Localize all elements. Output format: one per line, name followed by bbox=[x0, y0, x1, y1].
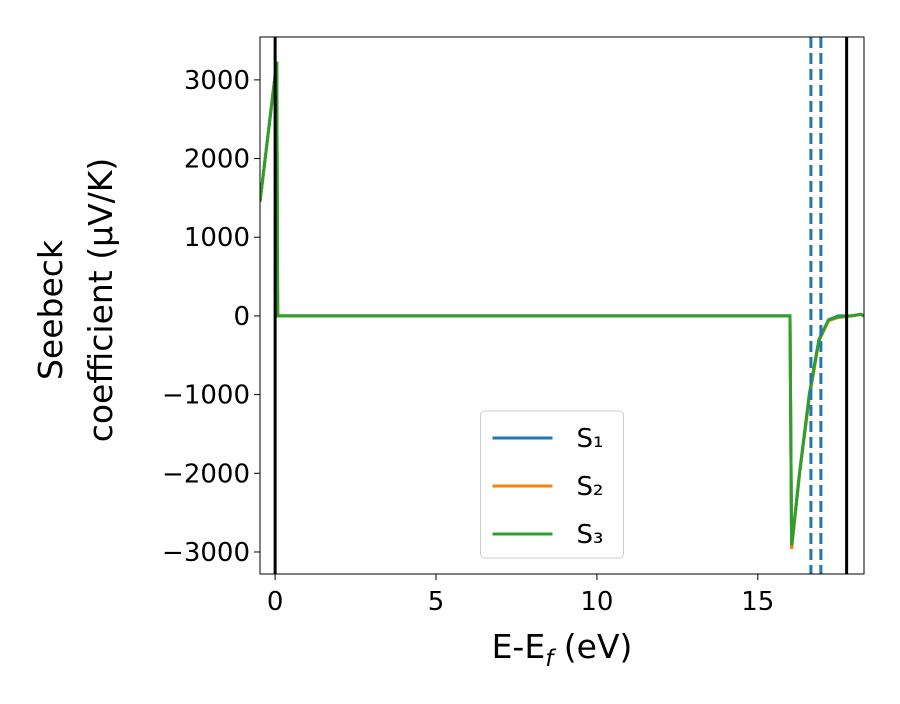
y-tick-label: 3000 bbox=[184, 66, 250, 96]
legend-label: S₂ bbox=[577, 472, 604, 502]
series-line bbox=[260, 61, 864, 546]
x-tick-label: 15 bbox=[741, 587, 774, 617]
x-label-tail: (eV) bbox=[553, 627, 632, 666]
y-axis-label-2: coefficient (μV/K) bbox=[81, 158, 120, 443]
x-label-sub: f bbox=[545, 646, 556, 672]
legend-label: S₃ bbox=[577, 520, 604, 550]
y-tick-label: 0 bbox=[233, 302, 250, 332]
x-tick-label: 10 bbox=[580, 587, 613, 617]
y-tick-label: 2000 bbox=[184, 145, 250, 175]
axes-frame bbox=[259, 36, 865, 575]
y-tick-label: −3000 bbox=[162, 538, 250, 568]
x-axis-label: E-Ef (eV) bbox=[492, 627, 633, 672]
y-tick-label: 1000 bbox=[184, 223, 250, 253]
x-tick-label: 0 bbox=[267, 587, 284, 617]
x-label-main: E-E bbox=[492, 627, 546, 666]
x-tick-label: 5 bbox=[428, 587, 445, 617]
y-tick-label: −1000 bbox=[162, 381, 250, 411]
y-tick-label: −2000 bbox=[162, 459, 250, 489]
legend-label: S₁ bbox=[577, 424, 604, 454]
plot-area bbox=[260, 37, 864, 574]
y-axis-label-1: Seebeck bbox=[31, 239, 70, 380]
